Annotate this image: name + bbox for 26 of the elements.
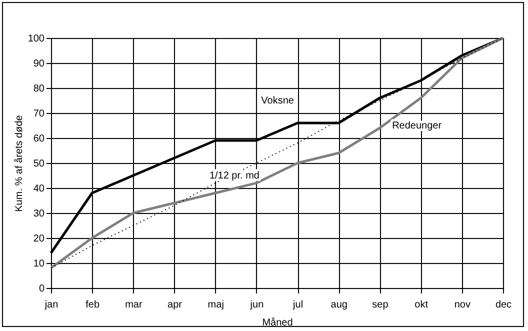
y-tick-label: 60: [33, 134, 45, 144]
x-tick-label: okt: [414, 300, 428, 310]
y-tick-label: 30: [33, 208, 45, 220]
y-tick-label: 20: [33, 234, 45, 244]
x-tick-label: dec: [495, 300, 512, 310]
y-tick-label: 0: [38, 284, 45, 294]
y-tick-label: 90: [33, 58, 45, 70]
x-tick-label: jan: [44, 300, 58, 310]
y-tick-label: 40: [33, 184, 45, 194]
x-axis-title: Måned: [262, 316, 293, 328]
y-axis-title: Kum. % af årets døde: [12, 114, 25, 212]
x-tick-label: apr: [168, 300, 183, 310]
x-tick-label: jun: [249, 300, 264, 310]
x-tick-label: sep: [372, 300, 389, 310]
x-tick-label: feb: [86, 300, 100, 310]
x-tick-label: aug: [330, 300, 348, 310]
y-tick-label: 100: [28, 34, 45, 44]
y-tick-label: 80: [33, 84, 45, 94]
x-tick-label: jul: [292, 300, 304, 310]
x-tick-label: maj: [208, 300, 224, 310]
x-tick-label: mar: [125, 300, 143, 310]
y-tick-label: 10: [33, 258, 45, 270]
x-tick-label: nov: [454, 300, 470, 310]
y-tick-label: 50: [33, 158, 45, 170]
series-label: Voksne: [261, 96, 294, 106]
y-tick-label: 70: [33, 108, 45, 120]
